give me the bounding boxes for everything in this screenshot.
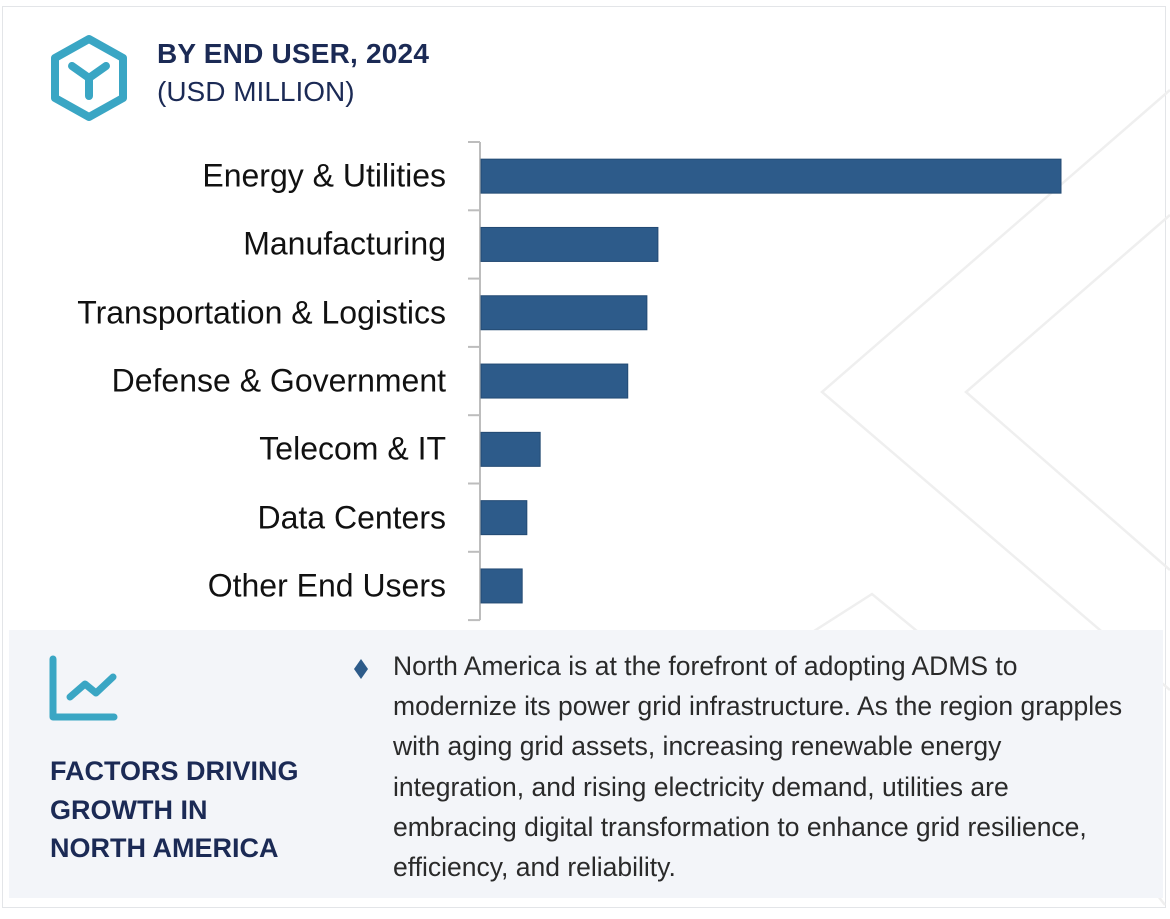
category-label: Telecom & IT bbox=[259, 430, 446, 467]
bar-telecom-it bbox=[480, 431, 541, 467]
factors-description: North America is at the forefront of ado… bbox=[393, 651, 1123, 883]
category-label: Energy & Utilities bbox=[202, 157, 446, 194]
chart-title: BY END USER, 2024 bbox=[157, 38, 430, 69]
line-chart-trend-icon bbox=[49, 655, 118, 721]
category-label: Other End Users bbox=[207, 567, 446, 604]
bar-other-end-users bbox=[480, 568, 523, 604]
chart-subtitle: (USD MILLION) bbox=[157, 76, 355, 107]
hexagon-y-icon bbox=[51, 35, 127, 121]
factors-title-line: GROWTH IN bbox=[50, 794, 208, 825]
category-label: Defense & Government bbox=[111, 362, 446, 399]
bar-chart: Energy & Utilities Manufacturing Transport… bbox=[77, 141, 1062, 622]
factors-title-line: FACTORS DRIVING bbox=[50, 756, 299, 786]
category-label: Transportation & Logistics bbox=[77, 294, 446, 331]
bar-chart-svg bbox=[468, 141, 1062, 622]
bar-data-centers bbox=[480, 500, 528, 536]
bar-manufacturing bbox=[480, 226, 659, 262]
factors-title: FACTORS DRIVING GROWTH IN NORTH AMERICA bbox=[50, 752, 330, 868]
bar-energy-utilities bbox=[480, 158, 1062, 194]
diamond-bullet-icon bbox=[354, 659, 368, 679]
factors-panel bbox=[9, 630, 1163, 898]
category-label: Data Centers bbox=[257, 499, 446, 536]
category-label: Manufacturing bbox=[243, 225, 446, 262]
factors-title-line: NORTH AMERICA bbox=[50, 833, 279, 863]
bar-transportation-logistics bbox=[480, 295, 648, 331]
bar-defense-government bbox=[480, 363, 629, 399]
